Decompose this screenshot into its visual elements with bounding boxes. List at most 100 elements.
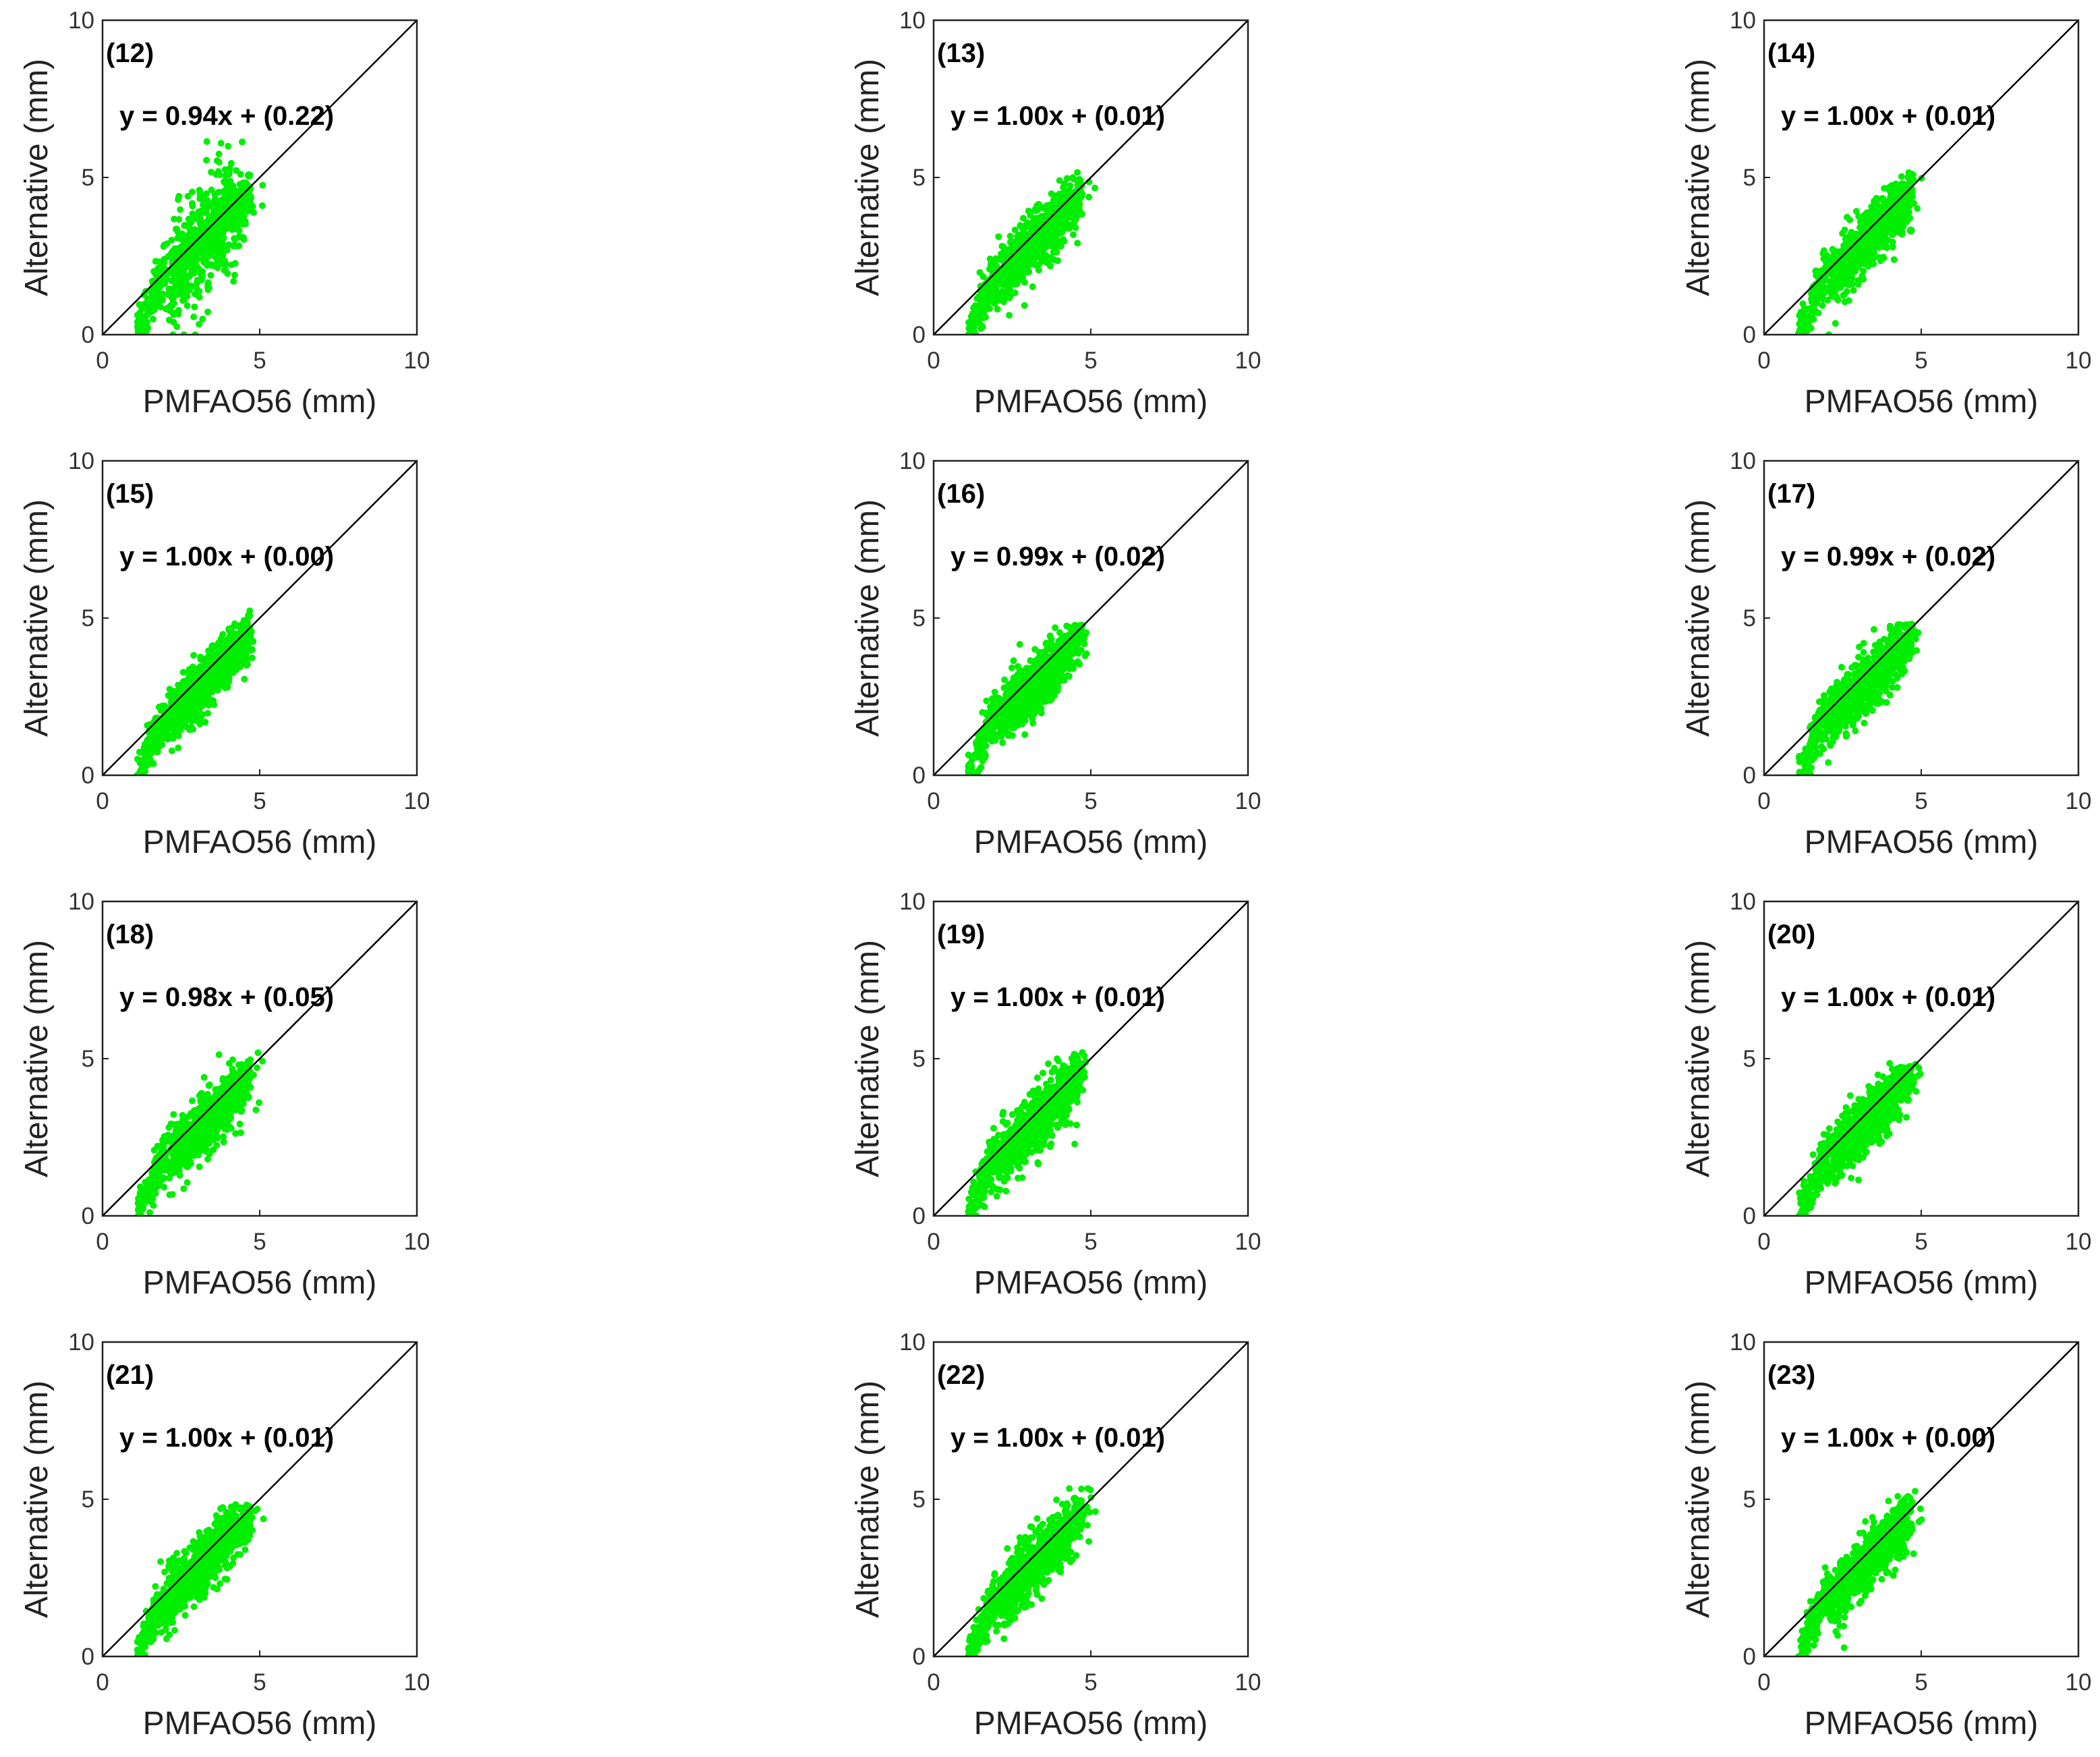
scatter-point [1839, 230, 1846, 237]
scatter-point [166, 732, 173, 740]
scatter-point [1819, 302, 1826, 309]
scatter-point [168, 747, 175, 754]
scatter-point [219, 251, 227, 258]
scatter-point [1006, 233, 1014, 240]
scatter-point [1846, 281, 1853, 289]
scatter-point [138, 316, 146, 324]
scatter-point [166, 686, 173, 693]
x-tick-label: 0 [1757, 347, 1770, 374]
scatter-point [999, 739, 1006, 746]
scatter-point [1024, 696, 1033, 704]
scatter-point [170, 267, 179, 275]
scatter-point [1011, 289, 1019, 296]
scatter-point [1044, 654, 1053, 663]
x-axis-label: PMFAO56 (mm) [143, 384, 377, 420]
scatter-point [1890, 225, 1898, 234]
scatter-point [1048, 636, 1055, 642]
scatter-point [144, 310, 152, 318]
scatter-point [1846, 216, 1854, 223]
scatter-point [1902, 185, 1911, 193]
scatter-point [203, 138, 210, 145]
scatter-point [220, 188, 229, 196]
y-tick-label: 10 [1730, 7, 1756, 34]
x-tick-label: 5 [253, 347, 266, 374]
scatter-point [1028, 713, 1035, 720]
y-axis-label: Alternative (mm) [850, 59, 886, 296]
scatter-point [188, 673, 196, 681]
scatter-point [1858, 276, 1866, 283]
scatter-point [1900, 219, 1908, 227]
panel-label: (14) [1767, 38, 1815, 68]
scatter-point [159, 702, 166, 710]
scatter-point [231, 260, 239, 267]
scatter-point [1901, 196, 1910, 204]
scatter-point [1034, 706, 1042, 714]
scatter-point [1058, 640, 1067, 648]
scatter-point [1054, 687, 1061, 694]
x-tick-label: 10 [1235, 347, 1261, 374]
scatter-point [224, 166, 231, 173]
scatter-point [142, 758, 149, 766]
scatter-point [208, 169, 215, 176]
scatter-point [1060, 676, 1067, 684]
scatter-point [1871, 198, 1878, 205]
scatter-point [980, 729, 988, 735]
y-tick-label: 10 [899, 448, 926, 474]
scatter-point [1014, 720, 1023, 729]
scatter-point [190, 725, 197, 733]
regression-equation: y = 1.00x + (0.00) [119, 542, 334, 571]
scatter-point [965, 764, 972, 771]
scatter-point [1016, 641, 1023, 648]
scatter-point [1891, 188, 1900, 196]
scatter-point [177, 289, 185, 297]
scatter-point [165, 316, 173, 324]
scatter-point [1045, 229, 1053, 238]
scatter-point [208, 642, 217, 650]
scatter-point [1065, 642, 1074, 650]
scatter-point [1011, 226, 1019, 233]
scatter-point [1008, 664, 1015, 671]
scatter-point [1021, 222, 1030, 231]
scatter-point [1869, 260, 1877, 267]
y-axis-label: Alternative (mm) [850, 499, 886, 737]
y-tick-label: 0 [1743, 322, 1756, 348]
scatter-point [192, 246, 200, 254]
scatter-point [1050, 665, 1059, 673]
scatter-point [183, 302, 191, 309]
scatter-point [1083, 650, 1090, 657]
scatter-point [1074, 208, 1083, 217]
scatter-point [1006, 710, 1015, 719]
scatter-point [980, 314, 988, 321]
scatter-point [1003, 250, 1012, 258]
scatter-point [985, 289, 992, 296]
scatter-point [1898, 231, 1906, 238]
scatter-point [175, 196, 182, 203]
scatter-point [1039, 698, 1046, 706]
scatter-point [211, 191, 219, 198]
scatter-point [972, 304, 980, 311]
one-to-one-line [933, 460, 1249, 776]
scatter-point [217, 140, 225, 147]
scatter-point [1029, 283, 1036, 290]
scatter-point [177, 206, 184, 213]
scatter-point [1845, 297, 1852, 304]
scatter-point [221, 659, 230, 667]
scatter-point [157, 298, 165, 305]
scatter-point [204, 710, 211, 717]
scatter-point [1831, 252, 1840, 260]
scatter-point [1842, 730, 1850, 737]
scatter-point [1040, 222, 1048, 231]
scatter-point [218, 228, 227, 237]
scatter-point [198, 276, 205, 283]
scatter-point [213, 157, 221, 165]
scatter-point [1060, 238, 1068, 245]
scatter-point [998, 242, 1006, 250]
scatter-point [1040, 687, 1048, 696]
scatter-point [982, 742, 990, 750]
scatter-point [134, 323, 141, 331]
scatter-point [142, 740, 149, 748]
scatter-point [1023, 665, 1031, 673]
scatter-point [1070, 231, 1077, 238]
